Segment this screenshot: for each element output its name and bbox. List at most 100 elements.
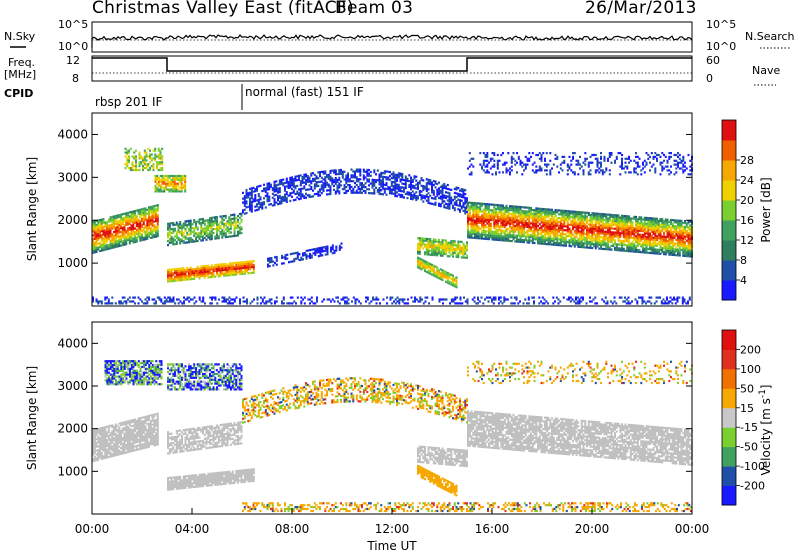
power-cell <box>649 246 651 249</box>
power-cell <box>524 239 527 242</box>
power-cell <box>273 184 276 187</box>
power-cell <box>250 189 253 192</box>
power-cell <box>434 265 437 268</box>
power-cell <box>250 204 253 207</box>
power-cell <box>268 265 271 268</box>
power-cell <box>687 228 690 231</box>
power-cell <box>650 234 653 237</box>
power-cell <box>575 235 578 239</box>
power-cell <box>143 161 146 164</box>
power-cell <box>359 172 362 175</box>
power-cell <box>431 240 433 243</box>
power-cell <box>635 227 637 230</box>
power-cell <box>645 236 648 239</box>
power-cell <box>462 254 465 257</box>
power-cell <box>298 253 301 256</box>
power-cell <box>326 189 328 192</box>
power-cell <box>689 234 692 237</box>
power-cell <box>181 279 183 282</box>
power-cell <box>636 245 639 248</box>
power-cell <box>159 161 162 164</box>
power-cell <box>323 250 325 253</box>
power-cell <box>661 251 664 254</box>
power-cell <box>642 241 644 244</box>
power-cell <box>285 196 288 200</box>
nave-label: Nave <box>752 64 780 77</box>
power-cell <box>436 182 439 186</box>
power-cell <box>612 219 615 222</box>
power-cell <box>289 194 292 197</box>
power-cell <box>621 249 623 252</box>
power-cell <box>149 223 152 226</box>
power-cell <box>380 171 383 174</box>
power-cell <box>538 215 541 218</box>
power-cell <box>505 220 508 223</box>
power-cell <box>216 231 218 234</box>
power-cell <box>151 222 154 226</box>
power-cell <box>420 264 423 267</box>
power-cell <box>438 244 440 247</box>
power-cell <box>100 224 103 227</box>
power-cell <box>643 247 646 250</box>
power-cell <box>631 244 634 247</box>
power-cell <box>289 180 292 183</box>
power-cell <box>148 235 150 238</box>
power-cell <box>156 223 159 226</box>
power-cell <box>338 246 341 249</box>
power-cell <box>519 236 522 240</box>
power-cell <box>459 252 461 255</box>
power-cell <box>622 239 625 243</box>
power-cell <box>263 183 265 186</box>
power-cell <box>151 209 154 212</box>
power-cell <box>376 179 379 182</box>
power-cell <box>670 226 672 229</box>
power-cell <box>138 168 141 172</box>
power-cell <box>214 218 217 221</box>
power-cell <box>584 236 587 239</box>
power-cell <box>475 225 478 228</box>
power-cell <box>607 230 609 234</box>
power-cell <box>338 176 341 179</box>
power-cell <box>425 186 428 189</box>
power-cell <box>481 222 483 225</box>
power-cell <box>165 186 167 189</box>
power-cell <box>530 226 532 229</box>
power-cell <box>432 268 435 271</box>
power-cell <box>159 168 162 172</box>
power-cell <box>678 240 681 244</box>
power-cell <box>680 239 683 242</box>
power-cell <box>516 228 518 232</box>
power-cell <box>177 174 180 178</box>
power-cell <box>145 163 148 166</box>
power-cell <box>614 223 616 226</box>
power-cell <box>141 239 143 242</box>
power-cell <box>619 218 622 221</box>
power-cell <box>123 237 126 240</box>
power-cell <box>582 232 585 235</box>
power-cell <box>167 276 169 279</box>
power-cell <box>223 234 225 237</box>
power-cell <box>608 236 611 239</box>
power-cell <box>228 224 231 227</box>
power-cell <box>97 221 100 224</box>
power-cell <box>500 221 503 224</box>
power-cell <box>333 188 335 191</box>
power-cell <box>517 207 520 210</box>
power-cell <box>285 185 288 188</box>
power-cell <box>175 231 178 234</box>
power-cell <box>647 230 650 233</box>
power-cell <box>441 196 444 199</box>
power-cell <box>477 229 480 232</box>
power-cell <box>452 242 454 245</box>
power-cell <box>495 232 497 235</box>
power-cell <box>551 228 553 231</box>
power-cell <box>368 180 370 183</box>
power-cell <box>417 256 419 259</box>
power-cell <box>149 167 151 170</box>
power-cell <box>189 238 192 242</box>
power-cell <box>610 235 613 238</box>
power-cell <box>128 161 130 164</box>
power-cell <box>468 205 471 208</box>
power-cell <box>439 274 442 277</box>
power-cell <box>322 184 325 187</box>
